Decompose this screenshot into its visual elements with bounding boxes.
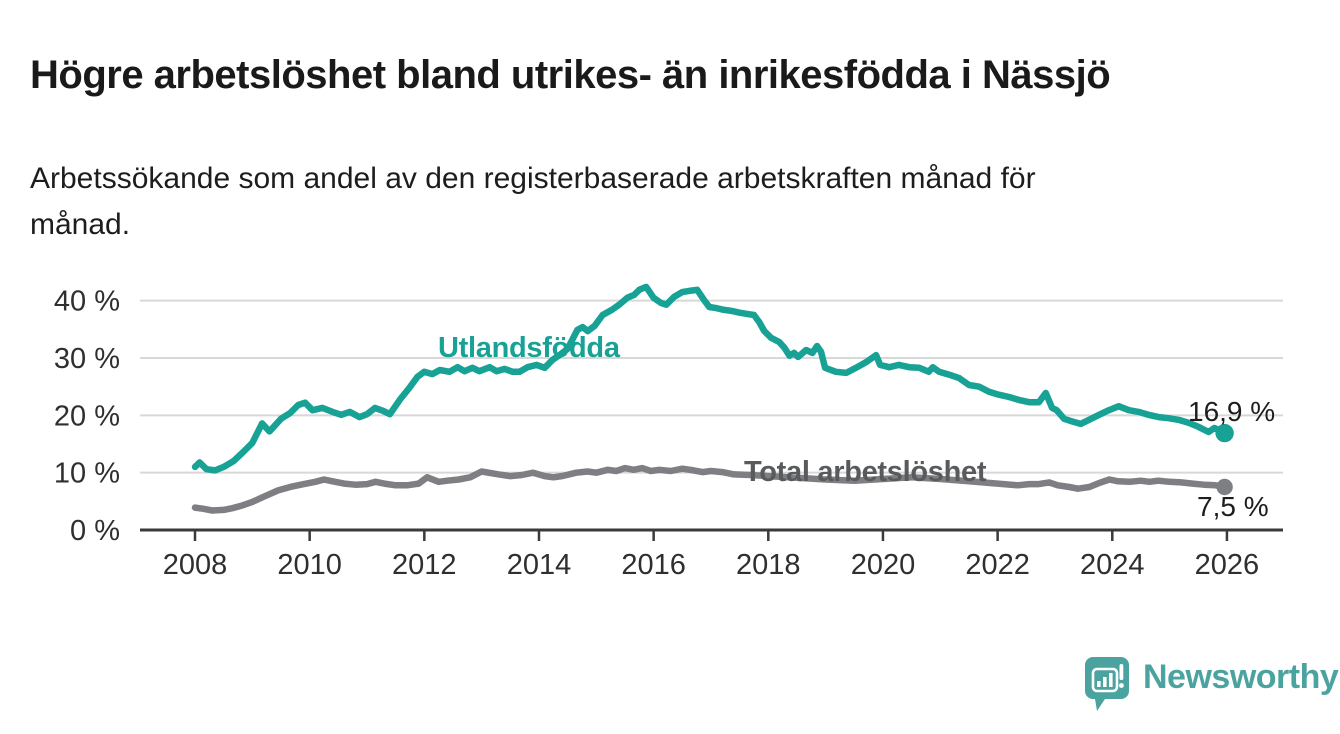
y-tick-label: 10 % xyxy=(54,458,120,490)
series-label-total-arbetsloshet: Total arbetslöshet xyxy=(744,456,987,488)
logo-exclamation-bar xyxy=(1119,664,1124,680)
x-tick-label: 2024 xyxy=(1080,549,1145,581)
x-tick-label: 2016 xyxy=(621,549,686,581)
logo-bar-tall xyxy=(1109,673,1113,687)
end-value-label-utlandsfodda: 16,9 % xyxy=(1188,396,1276,427)
y-tick-label: 40 % xyxy=(54,286,120,318)
x-tick-label: 2008 xyxy=(163,549,228,581)
newsworthy-logo-icon xyxy=(1085,657,1129,711)
series-line-utlandsfodda xyxy=(191,283,1228,474)
x-tick-label: 2022 xyxy=(965,549,1030,581)
y-tick-label: 30 % xyxy=(54,343,120,375)
x-tick-label: 2012 xyxy=(392,549,457,581)
series-line-total xyxy=(191,464,1228,514)
brand-name: Newsworthy xyxy=(1143,658,1339,696)
y-tick-label: 0 % xyxy=(70,515,120,547)
page-title: Högre arbetslöshet bland utrikes- än inr… xyxy=(30,52,1111,97)
logo-exclamation-dot xyxy=(1119,683,1124,688)
series-end-dot xyxy=(1215,423,1234,443)
x-tick-label: 2014 xyxy=(507,549,572,581)
x-tick-label: 2010 xyxy=(277,549,342,581)
end-value-label-total: 7,5 % xyxy=(1197,491,1269,522)
logo-chart-frame xyxy=(1091,667,1119,693)
series-end-dot xyxy=(1216,478,1233,496)
x-tick-label: 2026 xyxy=(1195,549,1260,581)
y-tick-label: 20 % xyxy=(54,400,120,432)
brand-footer: Newsworthy xyxy=(1083,655,1339,715)
logo-bar-medium xyxy=(1103,677,1107,687)
series-label-utlandsfodda: Utlandsfödda xyxy=(438,332,620,364)
x-tick-label: 2020 xyxy=(851,549,916,581)
logo-bubble-shape xyxy=(1085,657,1129,711)
logo-bar-small xyxy=(1097,681,1101,687)
chart-subtitle: Arbetssökande som andel av den registerb… xyxy=(30,162,1036,241)
x-tick-label: 2018 xyxy=(736,549,801,581)
